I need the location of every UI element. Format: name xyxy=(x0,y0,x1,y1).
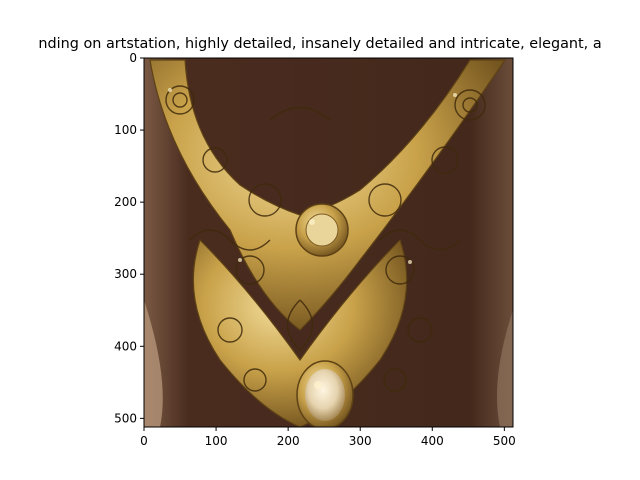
y-tick-label: 500 xyxy=(114,411,137,425)
y-tick-label: 300 xyxy=(114,267,137,281)
y-tick-label: 400 xyxy=(114,339,137,353)
x-tick-label: 100 xyxy=(205,434,228,448)
x-tick-label: 400 xyxy=(421,434,444,448)
ornate-gold-necklace-image xyxy=(144,58,513,427)
x-tick-label: 0 xyxy=(140,434,148,448)
figure-title: nding on artstation, highly detailed, in… xyxy=(38,36,601,52)
y-tick-label: 100 xyxy=(114,123,137,137)
axes-frame xyxy=(143,57,514,428)
x-tick-label: 200 xyxy=(277,434,300,448)
x-tick-label: 500 xyxy=(493,434,516,448)
y-tick-label: 0 xyxy=(129,51,137,65)
y-axis: 0 100 200 300 400 500 xyxy=(114,51,144,425)
x-axis: 0 100 200 300 400 500 xyxy=(140,427,516,448)
y-tick-label: 200 xyxy=(114,195,137,209)
x-tick-label: 300 xyxy=(349,434,372,448)
